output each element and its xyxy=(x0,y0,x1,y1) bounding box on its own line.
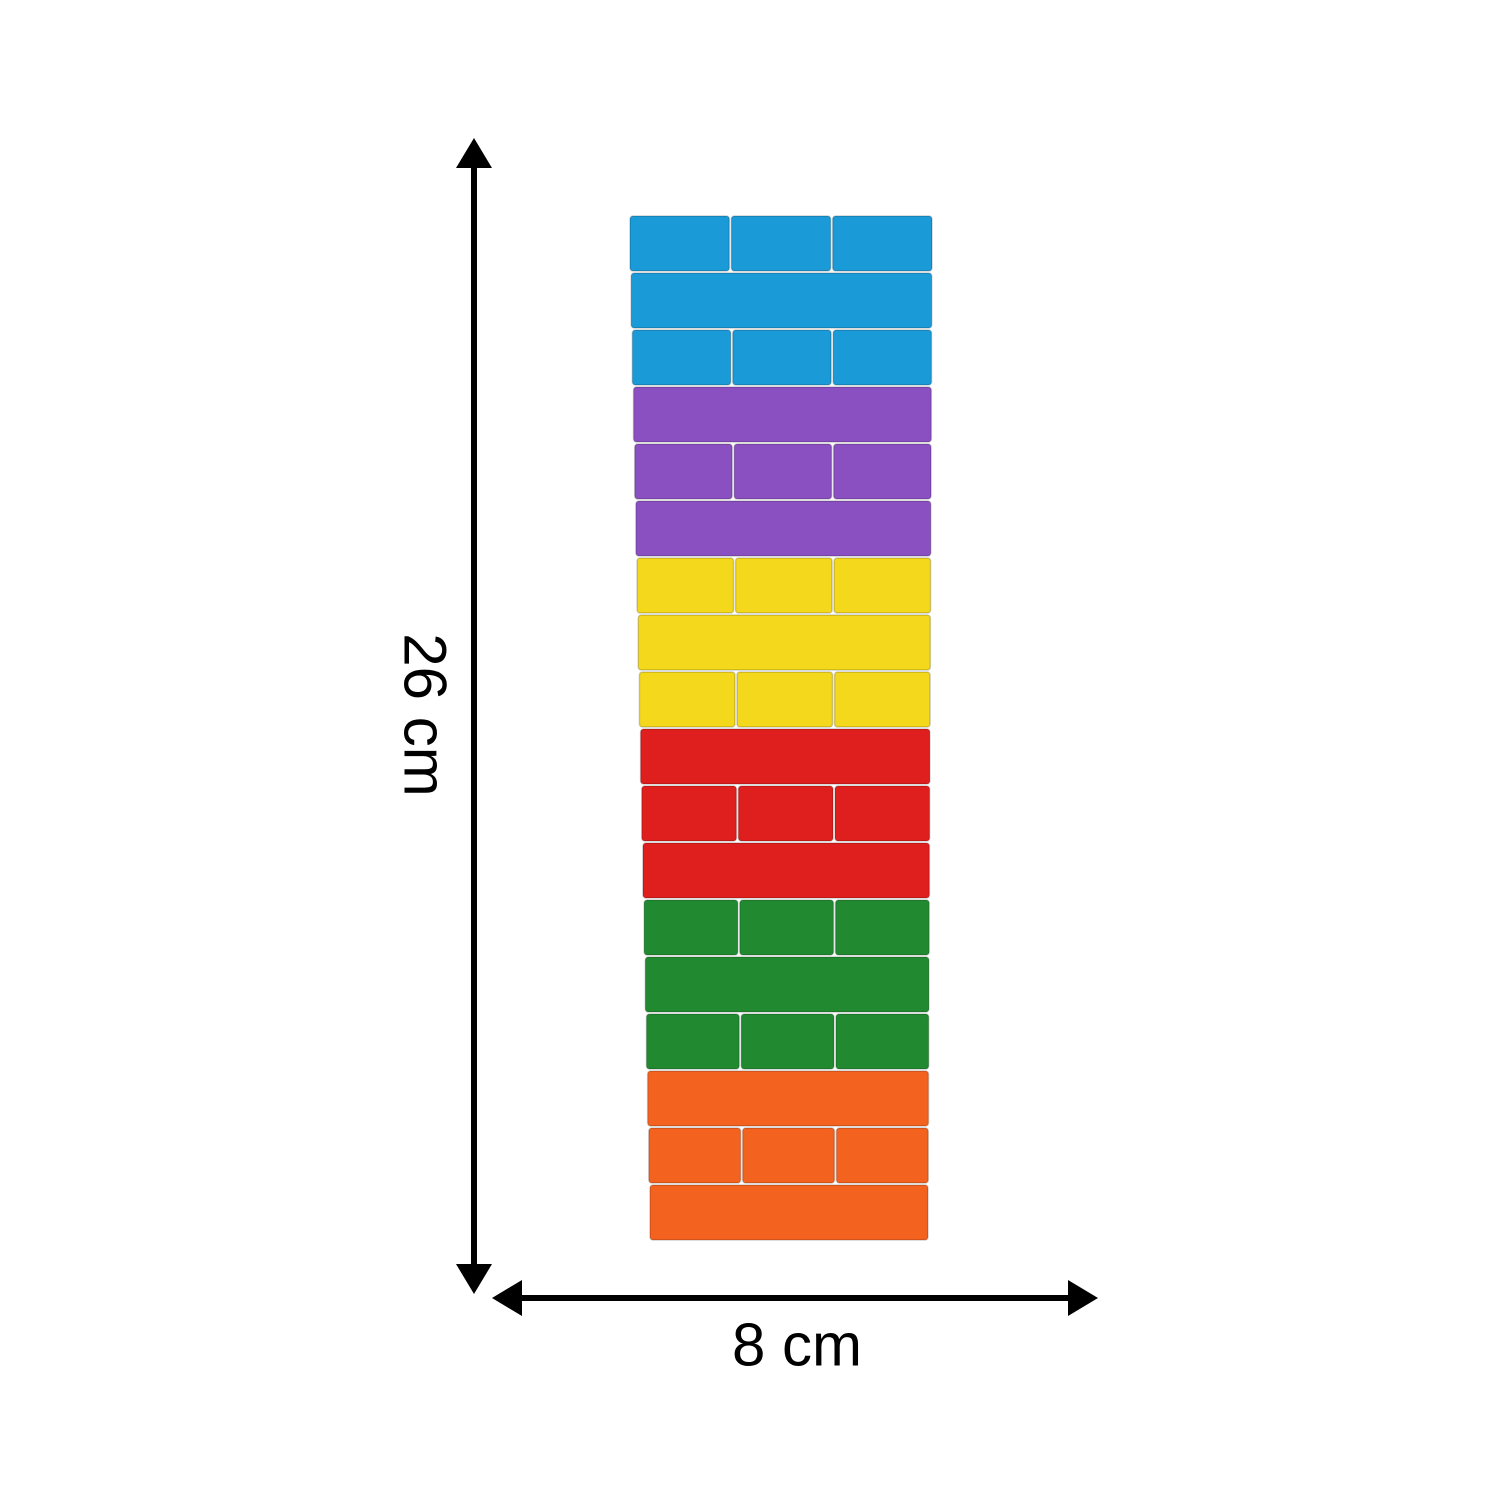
block-green xyxy=(740,1013,835,1070)
block-blue xyxy=(731,329,832,386)
block-blue xyxy=(831,215,933,272)
arrow-right-icon xyxy=(1068,1280,1098,1316)
width-label: 8 cm xyxy=(731,1311,863,1379)
block-purple xyxy=(635,500,932,557)
block-red xyxy=(834,785,931,842)
block-yellow xyxy=(638,671,736,728)
block-orange xyxy=(648,1127,742,1184)
width-arrow xyxy=(492,1280,1098,1316)
block-green xyxy=(645,1013,740,1070)
block-purple xyxy=(733,443,833,500)
block-red xyxy=(737,785,834,842)
block-orange xyxy=(649,1184,929,1241)
block-yellow xyxy=(636,557,735,614)
block-blue xyxy=(730,215,832,272)
arrow-up-icon xyxy=(456,138,492,168)
block-red xyxy=(641,785,738,842)
height-arrow xyxy=(456,138,492,1294)
block-purple xyxy=(633,443,733,500)
block-yellow xyxy=(833,557,932,614)
block-purple xyxy=(832,443,932,500)
block-orange xyxy=(741,1127,836,1184)
block-blue xyxy=(630,272,933,329)
block-green xyxy=(739,899,835,956)
block-red xyxy=(639,728,931,785)
block-red xyxy=(642,842,931,899)
block-blue xyxy=(832,329,933,386)
block-blue xyxy=(629,215,731,272)
block-green xyxy=(835,1013,930,1070)
arrow-down-icon xyxy=(456,1264,492,1294)
block-green xyxy=(644,956,930,1013)
block-blue xyxy=(631,329,732,386)
block-purple xyxy=(632,386,933,443)
block-yellow xyxy=(833,671,931,728)
block-yellow xyxy=(736,671,834,728)
block-orange xyxy=(835,1127,929,1184)
block-yellow xyxy=(734,557,833,614)
block-green xyxy=(643,899,739,956)
block-orange xyxy=(646,1070,930,1127)
height-label: 26 cm xyxy=(391,633,459,797)
block-yellow xyxy=(637,614,932,671)
arrow-left-icon xyxy=(492,1280,522,1316)
block-tower xyxy=(629,215,933,1241)
block-green xyxy=(834,899,930,956)
